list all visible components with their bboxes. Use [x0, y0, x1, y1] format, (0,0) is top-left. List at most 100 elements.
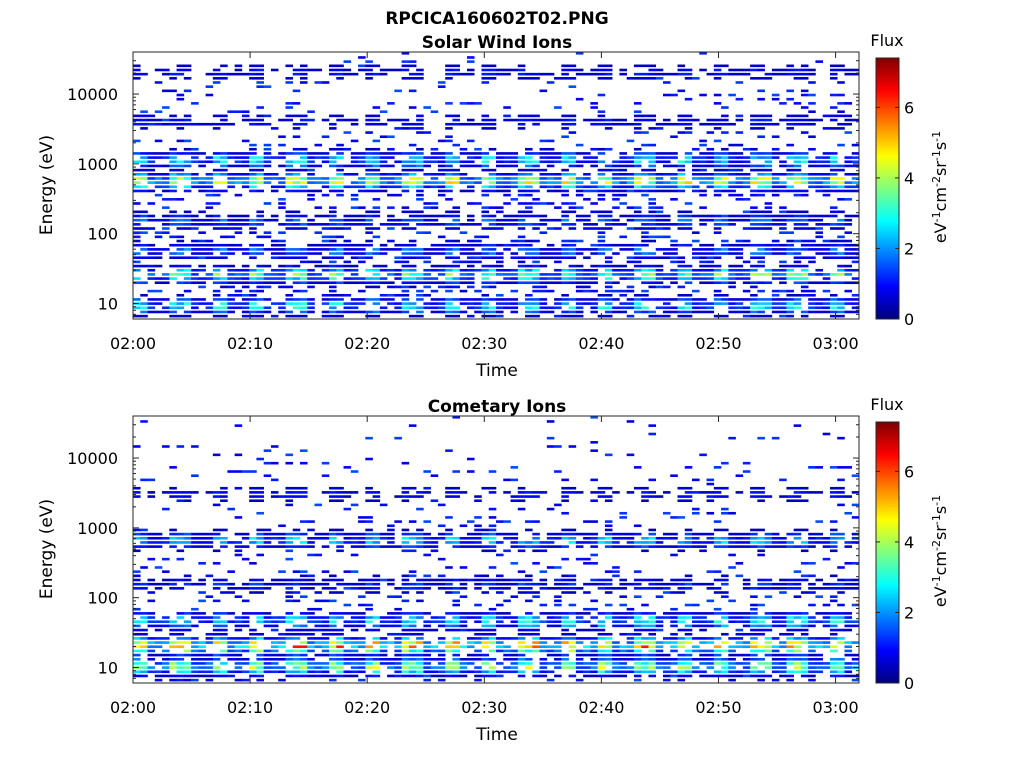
spectrogram-cell [416, 666, 424, 669]
spectrogram-cell [612, 570, 620, 573]
spectrogram-cell [510, 152, 519, 155]
spectrogram-cell [212, 152, 221, 155]
spectrogram-cell [191, 102, 199, 105]
spectrogram-cell [575, 160, 584, 164]
spectrogram-cell [241, 545, 250, 548]
spectrogram-cell [329, 587, 337, 590]
spectrogram-cell [372, 578, 381, 582]
spectrogram-cell [176, 624, 185, 628]
spectrogram-cell [612, 189, 620, 193]
spectrogram-cell [735, 616, 744, 619]
spectrogram-cell [517, 653, 526, 657]
spectrogram-cell [837, 314, 845, 318]
spectrogram-cell [721, 239, 729, 243]
spectrogram-cell [445, 185, 453, 189]
spectrogram-cell [699, 156, 707, 159]
spectrogram-cell [191, 156, 199, 159]
spectrogram-cell [568, 177, 577, 180]
spectrogram-cell [721, 298, 729, 301]
spectrogram-cell [133, 139, 141, 143]
spectrogram-cell [140, 649, 148, 653]
spectrogram-cell [568, 164, 577, 168]
spectrogram-cell [808, 674, 816, 678]
spectrogram-cell [612, 616, 620, 619]
spectrogram-cell [532, 122, 540, 126]
spectrogram-cell [633, 645, 642, 649]
spectrogram-cell [307, 645, 315, 649]
spectrogram-cell [612, 118, 620, 122]
spectrogram-cell [583, 637, 591, 640]
spectrogram-cell [612, 566, 620, 569]
spectrogram-cell [263, 649, 272, 653]
spectrogram-cell [285, 189, 294, 193]
spectrogram-cell [692, 620, 700, 624]
spectrogram-cell [459, 147, 468, 151]
spectrogram-cell [808, 649, 816, 653]
spectrogram-cell [408, 143, 417, 147]
spectrogram-cell [575, 641, 584, 644]
spectrogram-cell [387, 674, 395, 678]
spectrogram-cell [307, 674, 315, 678]
spectrogram-cell [561, 114, 569, 118]
spectrogram-cell [532, 641, 540, 644]
spectrogram-cell [198, 210, 206, 214]
spectrogram-cell [256, 666, 264, 669]
spectrogram-cell [466, 256, 475, 260]
spectrogram-cell [612, 289, 620, 293]
spectrogram-cell [133, 612, 141, 615]
spectrogram-cell [829, 227, 838, 230]
spectrogram-cell [358, 164, 366, 168]
spectrogram-cell [728, 553, 736, 557]
spectrogram-cell [488, 122, 497, 126]
spectrogram-cell [292, 152, 301, 155]
spectrogram-cell [154, 289, 163, 293]
spectrogram-cell [466, 152, 475, 155]
spectrogram-cell [452, 666, 460, 669]
spectrogram-cell [350, 122, 359, 126]
spectrogram-cell [750, 122, 758, 126]
spectrogram-cell [626, 122, 635, 126]
spectrogram-cell [416, 293, 424, 297]
spectrogram-cell [358, 603, 366, 607]
spectrogram-cell [626, 277, 635, 280]
spectrogram-cell [583, 177, 591, 180]
spectrogram-cell [198, 122, 206, 126]
spectrogram-cell [713, 248, 722, 251]
spectrogram-cell [292, 147, 301, 151]
spectrogram-cells [133, 52, 860, 318]
spectrogram-cell [147, 118, 156, 122]
spectrogram-cell [554, 653, 562, 657]
spectrogram-cell [728, 657, 736, 661]
spectrogram-cell [256, 674, 264, 678]
spectrogram-cell [350, 587, 359, 590]
spectrogram-cell [488, 185, 497, 189]
spectrogram-cell [764, 177, 773, 180]
spectrogram-cell [525, 666, 533, 669]
spectrogram-cell [546, 160, 555, 164]
spectrogram-cell [299, 302, 308, 305]
spectrogram-cell [561, 653, 569, 657]
spectrogram-cell [423, 248, 431, 251]
spectrogram-cell [162, 273, 170, 276]
spectrogram-cell [510, 214, 519, 218]
spectrogram-cell [459, 177, 468, 180]
spectrogram-cell [234, 110, 243, 113]
spectrogram-cell [452, 306, 460, 310]
spectrogram-cell [220, 637, 228, 640]
spectrogram-cell [721, 641, 729, 644]
spectrogram-cell [154, 566, 163, 569]
spectrogram-cell [757, 210, 765, 214]
spectrogram-cell [800, 670, 809, 674]
spectrogram-cell [641, 603, 649, 607]
spectrogram-cell [808, 670, 816, 674]
spectrogram-cell [241, 649, 250, 653]
spectrogram-cell [829, 281, 838, 285]
spectrogram-cell [590, 164, 598, 168]
spectrogram-cell [735, 239, 744, 243]
spectrogram-cell [176, 666, 185, 669]
spectrogram-cell [191, 227, 199, 230]
spectrogram-cell [358, 620, 366, 624]
spectrogram-cell [641, 587, 649, 590]
spectrogram-cell [633, 620, 642, 624]
spectrogram-cell [474, 152, 482, 155]
